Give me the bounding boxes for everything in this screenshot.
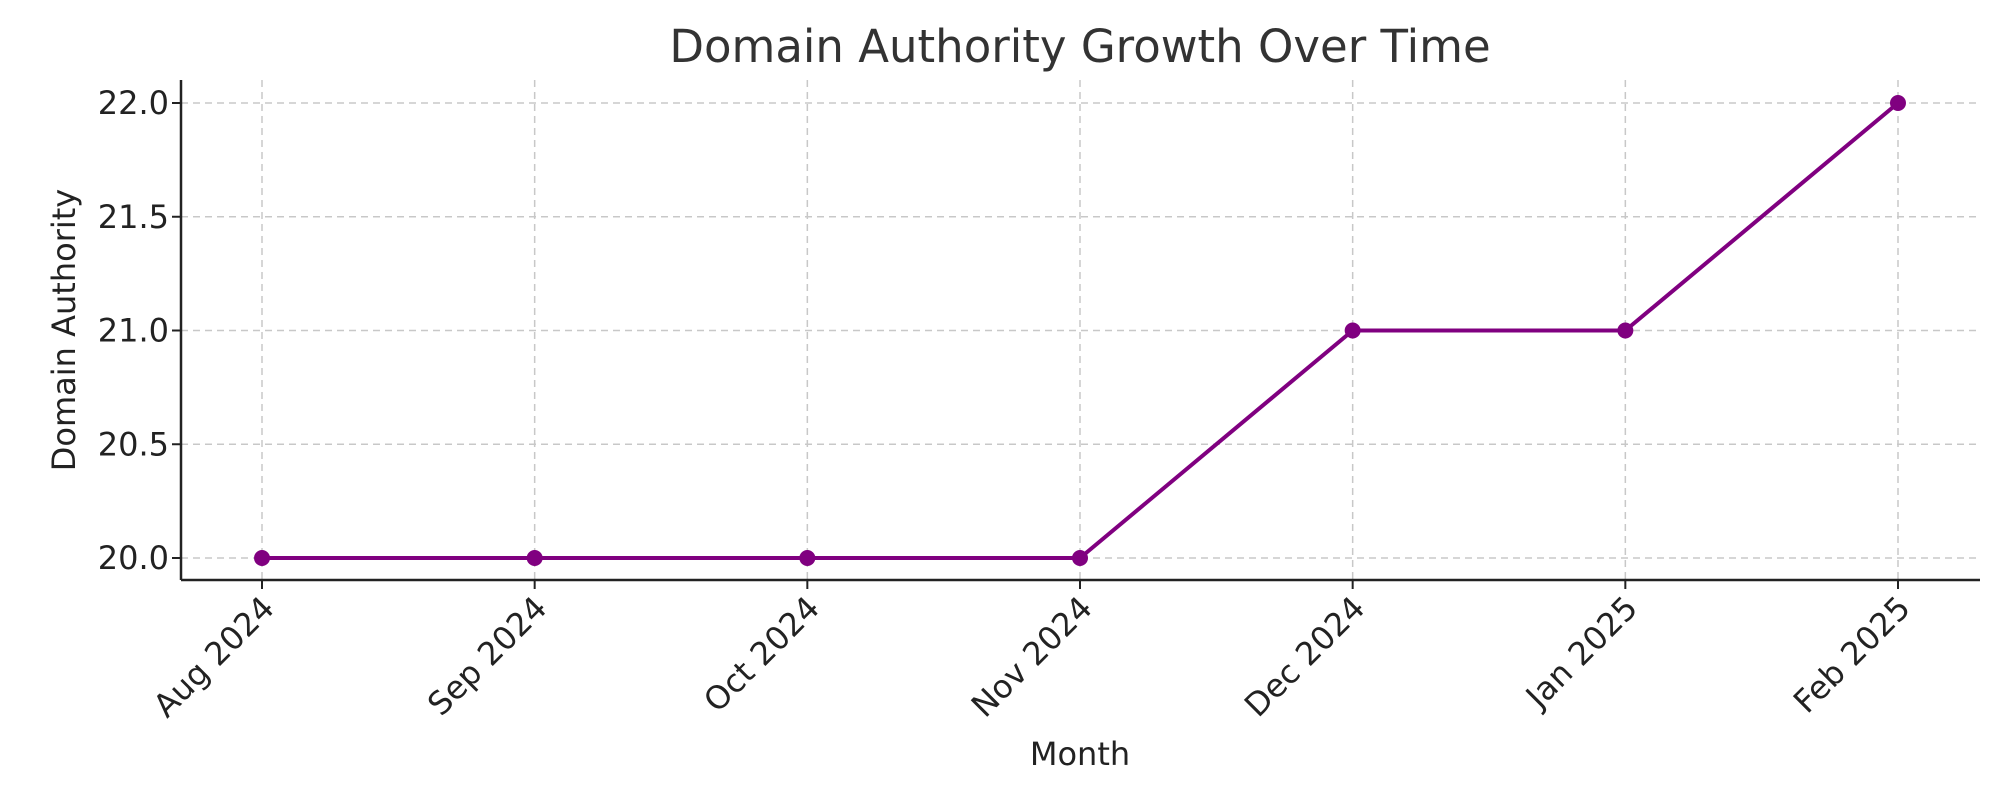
- y-tick-label: 21.5: [98, 198, 169, 236]
- grid-layer: [181, 80, 1980, 580]
- x-tick-label: Feb 2025: [1786, 589, 1918, 721]
- y-axis-label: Domain Authority: [45, 189, 83, 471]
- data-point-marker: [799, 550, 816, 566]
- series-layer: [254, 95, 1906, 566]
- x-tick-label: Oct 2024: [696, 589, 827, 720]
- data-point-marker: [1617, 322, 1634, 339]
- chart-title: Domain Authority Growth Over Time: [669, 20, 1490, 73]
- data-point-marker: [254, 550, 270, 566]
- y-tick-label: 20.0: [98, 539, 169, 577]
- x-tick-label: Aug 2024: [146, 589, 282, 725]
- data-point-marker: [526, 550, 543, 566]
- y-tick-label: 21.0: [98, 312, 169, 350]
- data-point-marker: [1072, 550, 1088, 566]
- x-tick-label: Jan 2025: [1517, 589, 1645, 717]
- x-tick-label: Dec 2024: [1237, 589, 1372, 724]
- y-tick-label: 20.5: [98, 425, 169, 463]
- data-point-marker: [1890, 95, 1906, 111]
- x-axis-label: Month: [1030, 735, 1130, 773]
- y-tick-label: 22.0: [98, 84, 169, 122]
- x-tick-label: Sep 2024: [420, 589, 554, 723]
- ticks-layer: Aug 2024 Sep 2024 Oct 2024 Nov 2024 Dec 2024…: [98, 84, 1918, 725]
- x-tick-label: Nov 2024: [964, 589, 1100, 725]
- data-point-marker: [1344, 322, 1361, 339]
